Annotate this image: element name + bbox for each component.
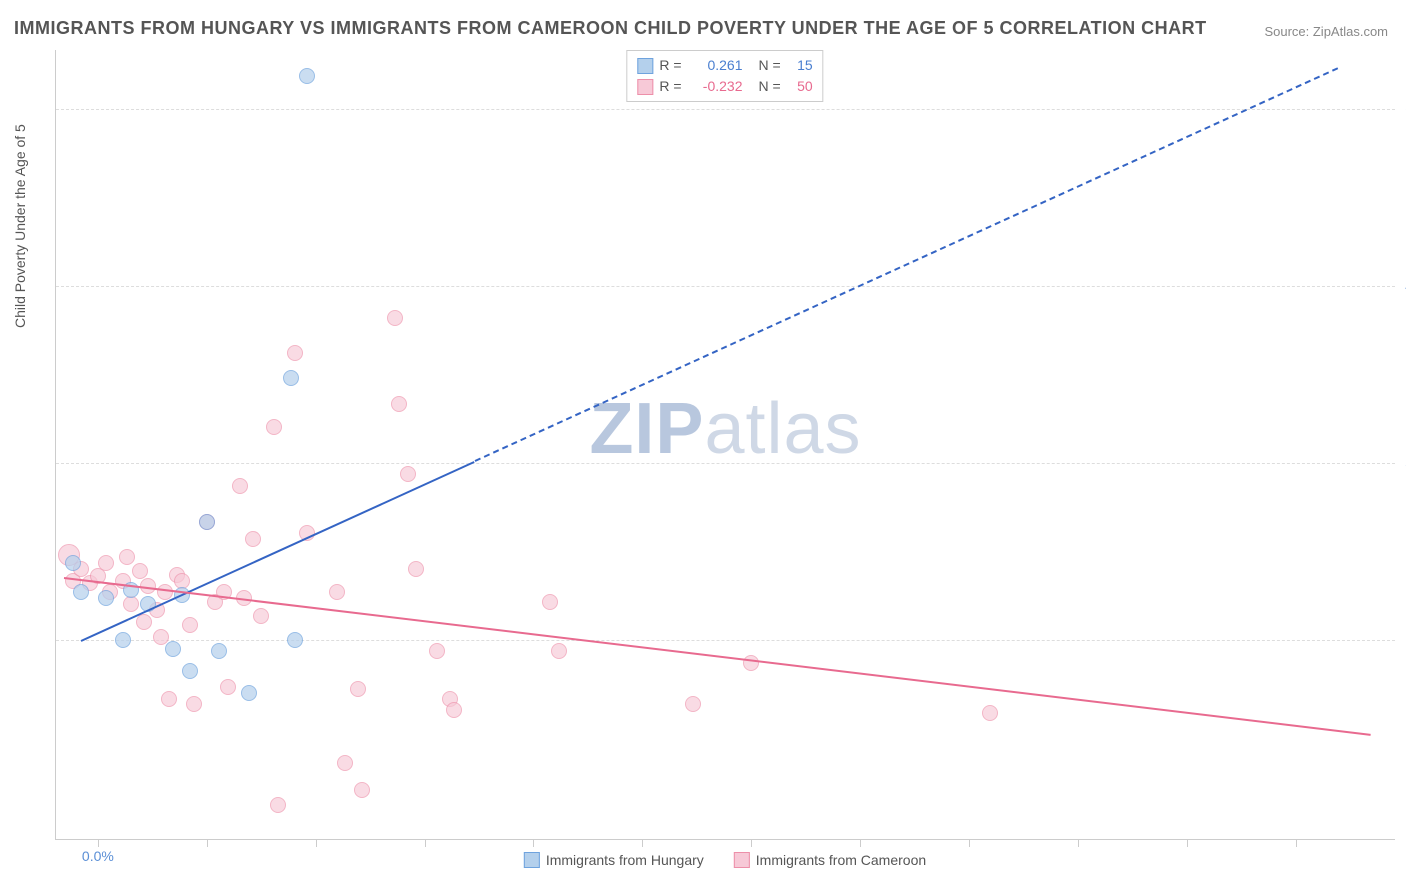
r-label: R = <box>659 76 681 97</box>
cameroon-point <box>551 643 567 659</box>
cameroon-point <box>446 702 462 718</box>
x-tick <box>751 839 752 847</box>
cameroon-point <box>98 555 114 571</box>
hungary-point <box>165 641 181 657</box>
gridline-horizontal <box>56 640 1395 641</box>
cameroon-point <box>287 345 303 361</box>
hungary-point <box>241 685 257 701</box>
stats-row-hungary: R = 0.261 N = 15 <box>637 55 812 76</box>
cameroon-point <box>132 563 148 579</box>
legend-item-hungary: Immigrants from Hungary <box>524 852 704 868</box>
cameroon-point <box>408 561 424 577</box>
hungary-point <box>211 643 227 659</box>
hungary-point <box>73 584 89 600</box>
cameroon-point <box>220 679 236 695</box>
cameroon-point <box>266 419 282 435</box>
cameroon-point <box>119 549 135 565</box>
bottom-legend: Immigrants from Hungary Immigrants from … <box>524 852 926 868</box>
gridline-horizontal <box>56 286 1395 287</box>
cameroon-point <box>743 655 759 671</box>
x-tick <box>1187 839 1188 847</box>
hungary-point <box>199 514 215 530</box>
gridline-horizontal <box>56 109 1395 110</box>
y-tick-label: 15.0% <box>1397 632 1406 648</box>
scatter-plot: ZIPatlas 15.0%30.0%45.0%60.0%0.0%15.0% <box>55 50 1395 840</box>
cameroon-point <box>182 617 198 633</box>
x-tick <box>207 839 208 847</box>
cameroon-point <box>186 696 202 712</box>
x-tick <box>425 839 426 847</box>
x-tick <box>98 839 99 847</box>
y-tick-label: 45.0% <box>1397 278 1406 294</box>
cameroon-point <box>245 531 261 547</box>
cameroon-point <box>391 396 407 412</box>
y-tick-label: 60.0% <box>1397 101 1406 117</box>
n-label: N = <box>759 55 781 76</box>
trendline-cameroon <box>64 577 1371 736</box>
stats-row-cameroon: R = -0.232 N = 50 <box>637 76 812 97</box>
r-value-hungary: 0.261 <box>688 55 743 76</box>
gridline-horizontal <box>56 463 1395 464</box>
cameroon-point <box>232 478 248 494</box>
x-tick <box>316 839 317 847</box>
x-tick <box>860 839 861 847</box>
x-tick-label: 0.0% <box>82 848 114 864</box>
legend-label-cameroon: Immigrants from Cameroon <box>756 852 926 868</box>
x-tick <box>1296 839 1297 847</box>
cameroon-point <box>123 596 139 612</box>
cameroon-point <box>337 755 353 771</box>
swatch-cameroon <box>734 852 750 868</box>
watermark-light: atlas <box>704 389 861 469</box>
legend-label-hungary: Immigrants from Hungary <box>546 852 704 868</box>
cameroon-point <box>161 691 177 707</box>
cameroon-point <box>329 584 345 600</box>
cameroon-point <box>542 594 558 610</box>
x-tick <box>969 839 970 847</box>
hungary-point <box>65 555 81 571</box>
watermark: ZIPatlas <box>589 388 861 470</box>
r-value-cameroon: -0.232 <box>688 76 743 97</box>
stats-legend-box: R = 0.261 N = 15 R = -0.232 N = 50 <box>626 50 823 102</box>
cameroon-point <box>429 643 445 659</box>
n-value-cameroon: 50 <box>787 76 813 97</box>
hungary-point <box>299 68 315 84</box>
swatch-cameroon <box>637 79 653 95</box>
y-tick-label: 30.0% <box>1397 455 1406 471</box>
cameroon-point <box>387 310 403 326</box>
swatch-hungary <box>524 852 540 868</box>
hungary-point <box>98 590 114 606</box>
n-label: N = <box>759 76 781 97</box>
cameroon-point <box>982 705 998 721</box>
cameroon-point <box>400 466 416 482</box>
source-label: Source: ZipAtlas.com <box>1264 24 1388 39</box>
x-tick <box>533 839 534 847</box>
hungary-point <box>182 663 198 679</box>
cameroon-point <box>354 782 370 798</box>
hungary-point <box>283 370 299 386</box>
trendline-hungary-solid <box>81 460 475 641</box>
cameroon-point <box>253 608 269 624</box>
legend-item-cameroon: Immigrants from Cameroon <box>734 852 926 868</box>
chart-title: IMMIGRANTS FROM HUNGARY VS IMMIGRANTS FR… <box>14 18 1207 39</box>
chart-area: ZIPatlas 15.0%30.0%45.0%60.0%0.0%15.0% R… <box>55 50 1395 840</box>
trendline-hungary-dashed <box>474 68 1337 463</box>
x-tick <box>642 839 643 847</box>
hungary-point <box>287 632 303 648</box>
hungary-point <box>115 632 131 648</box>
cameroon-point <box>136 614 152 630</box>
n-value-hungary: 15 <box>787 55 813 76</box>
cameroon-point <box>270 797 286 813</box>
cameroon-point <box>350 681 366 697</box>
x-tick <box>1078 839 1079 847</box>
y-axis-label: Child Poverty Under the Age of 5 <box>12 124 28 328</box>
cameroon-point <box>685 696 701 712</box>
r-label: R = <box>659 55 681 76</box>
swatch-hungary <box>637 58 653 74</box>
